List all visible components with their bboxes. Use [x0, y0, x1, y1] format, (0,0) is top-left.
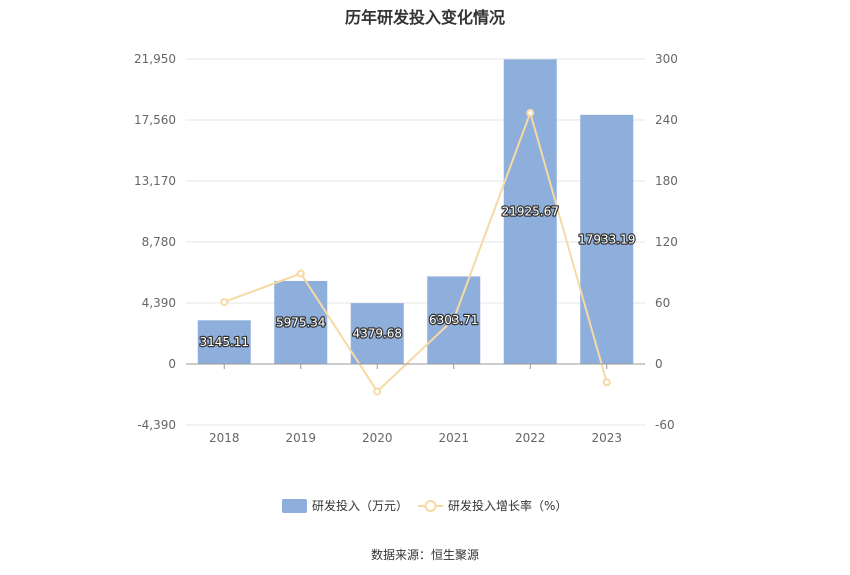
legend: 研发投入（万元） 研发投入增长率（%）	[282, 498, 567, 513]
bar-value-label: 4379.68	[352, 327, 402, 341]
x-tick-label: 2021	[438, 431, 469, 445]
x-tick-label: 2022	[515, 431, 546, 445]
bar-value-label: 21925.67	[502, 205, 559, 219]
growth-rate-point	[449, 315, 458, 324]
growth-rate-point	[296, 269, 305, 278]
y-left-tick-label: 0	[168, 357, 176, 371]
bar	[197, 320, 251, 364]
bar	[274, 280, 328, 364]
legend-line-marker[interactable]	[424, 500, 437, 512]
y-left-tick-label: 21,950	[134, 52, 176, 66]
growth-rate-point	[373, 387, 382, 396]
y-left-tick-label: 17,560	[134, 113, 176, 127]
growth-rate-point	[220, 297, 229, 306]
bar-value-label: 17933.19	[578, 232, 635, 246]
y-right-tick-label: 60	[655, 296, 670, 310]
legend-line-label[interactable]: 研发投入增长率（%）	[448, 498, 567, 513]
y-right-tick-label: 180	[655, 174, 678, 188]
bar	[350, 303, 404, 364]
y-left-tick-label: 8,780	[142, 235, 176, 249]
legend-bar-label[interactable]: 研发投入（万元）	[312, 498, 408, 513]
x-tick-label: 2020	[362, 431, 393, 445]
y-right-tick-label: 300	[655, 52, 678, 66]
y-right-tick-label: 240	[655, 113, 678, 127]
bar-value-label: 6303.71	[429, 313, 479, 327]
bar-value-label: 5975.34	[276, 315, 326, 329]
growth-rate-line	[223, 109, 608, 394]
growth-rate-point	[526, 108, 535, 117]
x-tick-label: 2018	[209, 431, 240, 445]
x-tick-label: 2023	[591, 431, 622, 445]
data-source: 数据来源：恒生聚源	[370, 548, 479, 562]
growth-rate-point	[602, 378, 611, 387]
bar-value-label: 3145.11	[199, 335, 249, 349]
chart-title: 历年研发投入变化情况	[344, 8, 505, 27]
y-right-tick-label: -60	[655, 418, 675, 432]
y-left-tick-label: 4,390	[142, 296, 176, 310]
y-right-tick-label: 120	[655, 235, 678, 249]
y-left-tick-label: -4,390	[137, 418, 176, 432]
x-tick-label: 2019	[285, 431, 316, 445]
legend-bar-swatch[interactable]	[282, 499, 307, 513]
y-right-tick-label: 0	[655, 357, 663, 371]
y-left-tick-label: 13,170	[134, 174, 176, 188]
